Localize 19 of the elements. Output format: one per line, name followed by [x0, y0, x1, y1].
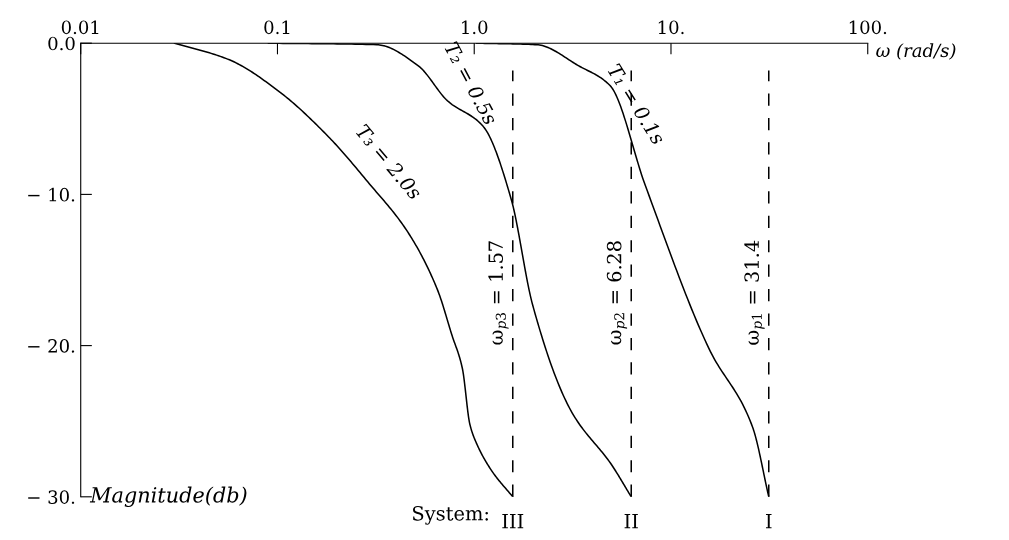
text: System: — [413, 505, 488, 525]
y-tick-label: − 20. — [28, 339, 75, 353]
y-tick-label: 0.0 — [48, 36, 75, 51]
x-tick-label: 100. — [849, 20, 887, 35]
annotation: T₂ = 0.5s — [443, 40, 499, 126]
x-tick-label: 0.1 — [264, 20, 290, 35]
y-axis-title: Magnitude(db) — [89, 486, 247, 508]
annotation: II — [624, 514, 638, 529]
annotation: I — [765, 514, 772, 529]
ref-line-label: ω$_{p1}$ = 31.4 — [744, 240, 765, 345]
x-tick-label: 10. — [658, 20, 684, 35]
y-tick-label: − 30. — [28, 490, 75, 504]
x-tick-label: 1.0 — [462, 20, 488, 35]
x-tick-label: 0.01 — [61, 20, 99, 35]
y-tick-label: − 10. — [28, 187, 75, 202]
ref-line-label: ω$_{p3}$ = 1.57 — [488, 241, 509, 345]
annotation: III — [502, 514, 524, 529]
ref-line-label: ω$_{p2}$ = 6.28 — [606, 241, 628, 345]
x-axis-title: ω (rad/s) — [876, 43, 956, 60]
